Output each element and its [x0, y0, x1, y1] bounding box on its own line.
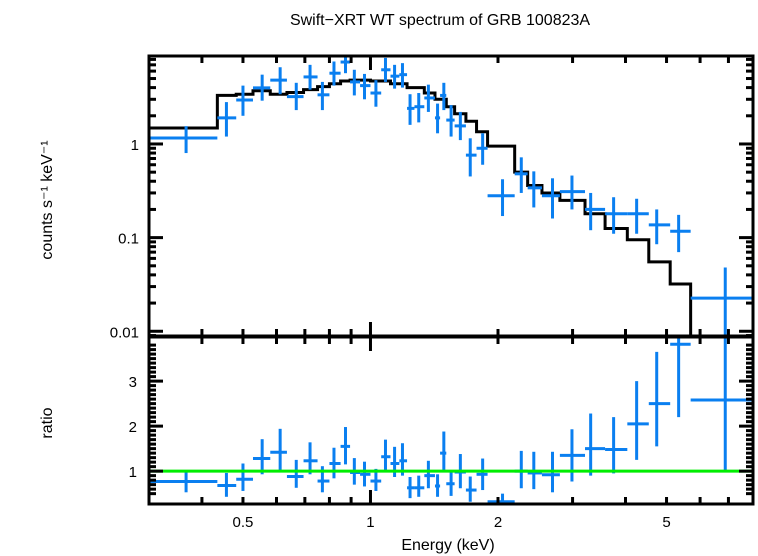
- spectrum-y-tick-label: 0.01: [110, 324, 139, 341]
- x-tick-label: 5: [662, 514, 670, 531]
- spectrum-frame: [147, 54, 755, 338]
- x-tick-label: 2: [494, 514, 502, 531]
- y-axis-label-ratio: ratio: [39, 407, 56, 438]
- x-tick-label: 1: [366, 514, 374, 531]
- y-axis-label-spectrum: counts s⁻¹ keV⁻¹: [39, 140, 56, 259]
- x-axis-label: Energy (keV): [401, 537, 494, 554]
- ratio-y-tick-label: 3: [129, 374, 137, 391]
- spectrum-panel: 0.01 0.1 1: [110, 54, 755, 341]
- model-line: [149, 78, 753, 338]
- spectrum-y-tick-label: 1: [131, 137, 139, 154]
- ratio-y-tick-label: 1: [129, 464, 137, 481]
- ratio-y-tick-label: 2: [129, 419, 137, 436]
- ratio-panel: 1 2 3 0.5 1 2 5: [129, 335, 755, 531]
- spectrum-y-tick-label: 0.1: [118, 231, 139, 248]
- x-tick-label: 0.5: [233, 514, 254, 531]
- chart-title: Swift−XRT WT spectrum of GRB 100823A: [290, 12, 590, 29]
